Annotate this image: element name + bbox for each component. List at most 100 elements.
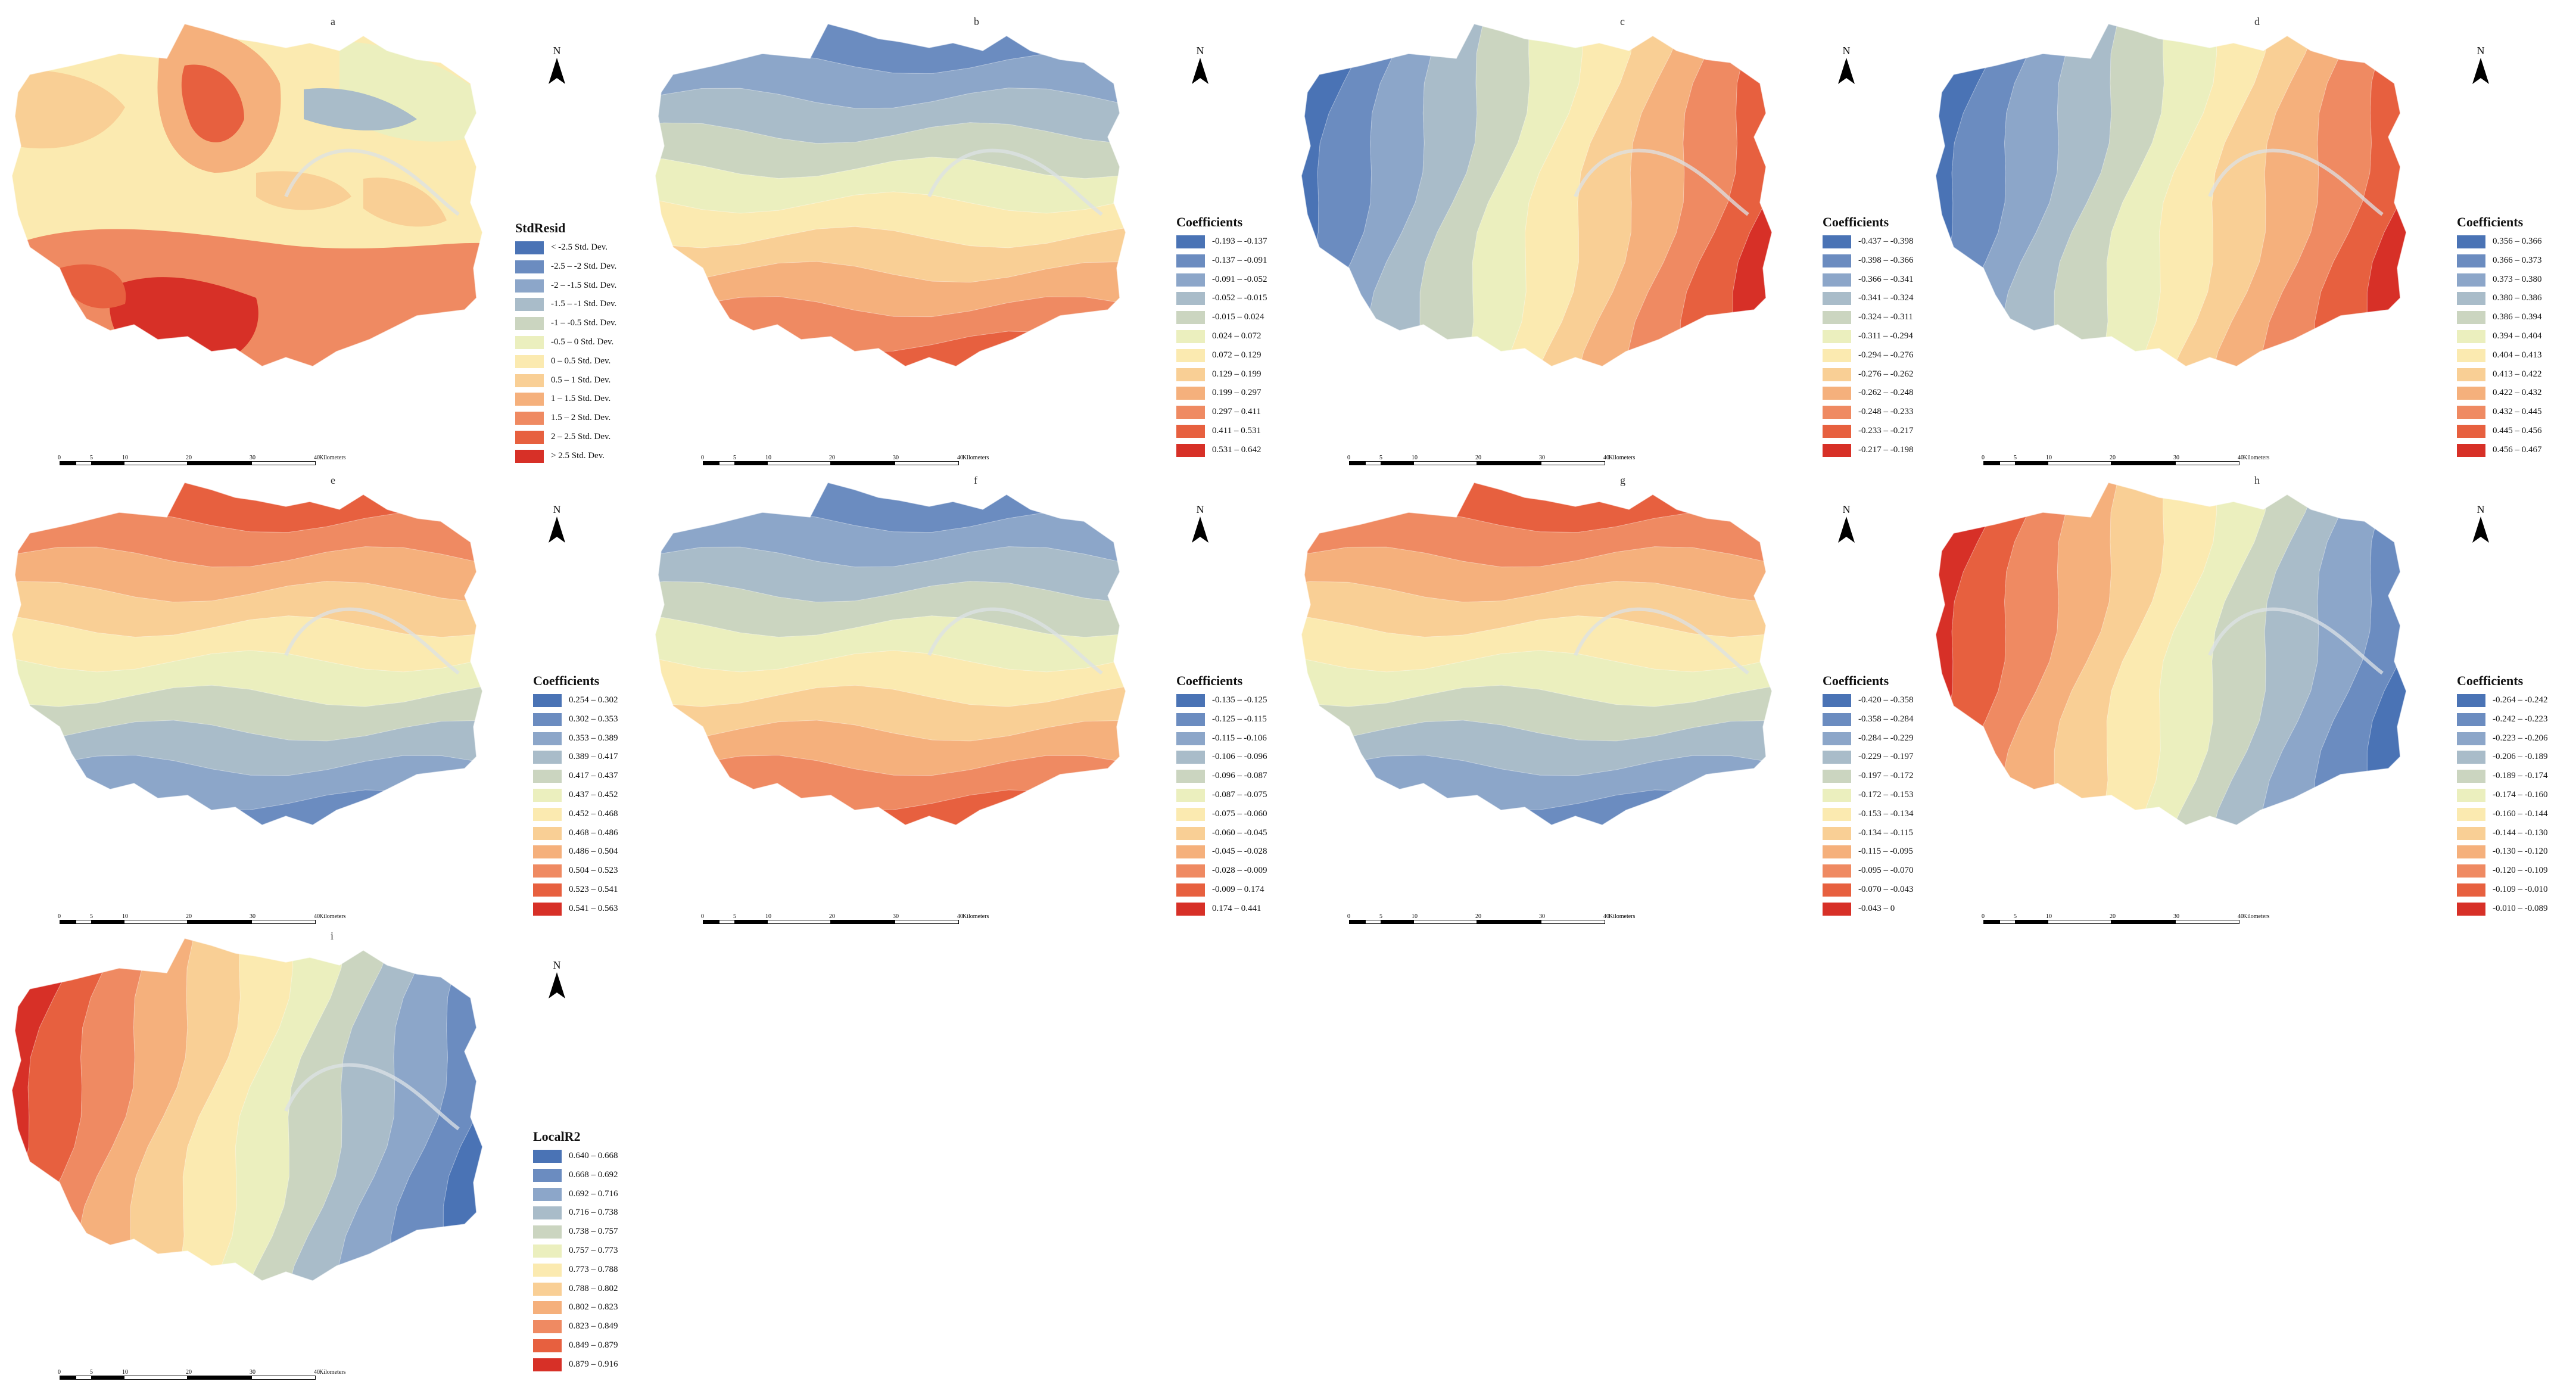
legend-class-label: -0.242 – -0.223 bbox=[2493, 714, 2548, 724]
legend-row: 0.353 – 0.389 bbox=[533, 730, 618, 749]
region-outline bbox=[1301, 482, 1773, 826]
legend-class-label: 0.716 – 0.738 bbox=[569, 1208, 618, 1218]
scale-segment bbox=[60, 461, 76, 465]
legend-row: -2.5 – -2 Std. Dev. bbox=[515, 259, 616, 278]
legend-swatch bbox=[533, 1225, 562, 1239]
legend-swatch bbox=[1176, 387, 1205, 400]
scale-segment bbox=[831, 461, 895, 465]
scale-tick-label: 0 bbox=[1982, 913, 1985, 920]
scale-segment bbox=[1477, 461, 1541, 465]
legend-class-label: -0.135 – -0.125 bbox=[1212, 695, 1267, 705]
legend-class-label: 0.394 – 0.404 bbox=[2493, 331, 2542, 341]
legend-row: -0.120 – -0.109 bbox=[2457, 863, 2548, 882]
legend-row: 0.5 – 1 Std. Dev. bbox=[515, 372, 610, 391]
legend-class-label: -0.096 – -0.087 bbox=[1212, 771, 1267, 781]
scale-segment bbox=[2016, 920, 2048, 924]
legend-class-label: -2.5 – -2 Std. Dev. bbox=[551, 261, 617, 271]
legend-class-label: 0.849 – 0.879 bbox=[569, 1340, 618, 1350]
scale-segment bbox=[2048, 920, 2111, 924]
legend-row: 0.452 – 0.468 bbox=[533, 806, 618, 825]
legend-title: Coefficients bbox=[1176, 214, 1243, 229]
scale-tick-label: 20 bbox=[829, 455, 835, 461]
legend-row: -0.095 – -0.070 bbox=[1823, 863, 1914, 882]
legend-swatch bbox=[1176, 807, 1205, 821]
map-zone bbox=[655, 365, 1126, 366]
panel-i: i N LocalR2 0.640 – 0.668 0.668 – 0.692 0.692… bbox=[6, 930, 649, 1397]
legend-swatch bbox=[533, 1263, 562, 1277]
legend-row: -0.264 – -0.242 bbox=[2457, 692, 2548, 711]
legend-class-label: 0.199 – 0.297 bbox=[1212, 388, 1261, 398]
panel-h: h N Coefficients -0.264 – -0.242 -0.242 – -0… bbox=[1930, 474, 2573, 941]
legend-class-label: -0.324 – -0.311 bbox=[1858, 312, 1913, 322]
legend-row: 2 – 2.5 Std. Dev. bbox=[515, 429, 610, 448]
scale-tick-label: 30 bbox=[250, 455, 256, 461]
scale-tick-label: 5 bbox=[2014, 455, 2017, 461]
legend-row: 1.5 – 2 Std. Dev. bbox=[515, 410, 610, 429]
legend-swatch bbox=[533, 864, 562, 878]
scale-tick-label: 30 bbox=[1539, 455, 1545, 461]
legend-swatch bbox=[1823, 368, 1851, 381]
map-zone bbox=[1301, 824, 1772, 825]
map-zone bbox=[60, 264, 126, 309]
legend-row: 0.297 – 0.411 bbox=[1176, 404, 1261, 423]
legend-class-label: -0.311 – -0.294 bbox=[1858, 331, 1913, 341]
legend-class-label: 0.468 – 0.486 bbox=[569, 827, 618, 838]
legend-row: 0.417 – 0.437 bbox=[533, 768, 618, 787]
map-zone bbox=[1721, 24, 1772, 366]
legend-swatch bbox=[533, 1150, 562, 1163]
legend-swatch bbox=[533, 712, 562, 726]
river-line bbox=[2208, 607, 2384, 675]
north-label: N bbox=[1842, 45, 1851, 57]
legend-class-label: 0.879 – 0.916 bbox=[569, 1359, 618, 1369]
scale-segment bbox=[2175, 461, 2239, 465]
legend-class-label: 0.417 – 0.437 bbox=[569, 771, 618, 781]
legend-row: -0.045 – -0.028 bbox=[1176, 844, 1267, 863]
legend-class-label: 0.757 – 0.773 bbox=[569, 1245, 618, 1255]
legend-class-label: 0.386 – 0.394 bbox=[2493, 312, 2542, 322]
legend-swatch bbox=[533, 1339, 562, 1352]
scale-tick-label: 10 bbox=[1412, 455, 1418, 461]
legend-row: 0.199 – 0.297 bbox=[1176, 385, 1261, 404]
legend-swatch bbox=[1823, 732, 1851, 745]
legend-class-label: -0.060 – -0.045 bbox=[1212, 827, 1267, 838]
scale-tick-label: 5 bbox=[1379, 913, 1382, 920]
north-arrow-icon bbox=[1192, 517, 1208, 543]
legend-swatch bbox=[2457, 254, 2485, 267]
legend-class-label: -0.172 – -0.153 bbox=[1858, 789, 1914, 799]
legend-class-label: -0.075 – -0.060 bbox=[1212, 808, 1267, 819]
legend-class-label: 0.024 – 0.072 bbox=[1212, 331, 1261, 341]
legend-row: -0.060 – -0.045 bbox=[1176, 825, 1267, 844]
map-legend: Coefficients 0.356 – 0.366 0.366 – 0.373 0.… bbox=[2457, 214, 2542, 461]
legend-swatch bbox=[533, 1358, 562, 1371]
legend-swatch bbox=[1176, 254, 1205, 267]
legend-class-label: -0.341 – -0.324 bbox=[1858, 293, 1914, 303]
scale-unit-label: Kilometers bbox=[2243, 455, 2270, 461]
legend-swatch bbox=[1823, 292, 1851, 306]
legend-class-label: -0.125 – -0.115 bbox=[1212, 714, 1267, 724]
legend-row: -0.276 – -0.262 bbox=[1823, 366, 1914, 385]
scale-unit-label: Kilometers bbox=[2243, 913, 2270, 920]
legend-class-label: -0.052 – -0.015 bbox=[1212, 293, 1267, 303]
legend-swatch bbox=[515, 449, 544, 463]
legend-class-label: -0.015 – 0.024 bbox=[1212, 312, 1264, 322]
legend-swatch bbox=[2457, 387, 2485, 400]
legend-swatch bbox=[2457, 349, 2485, 362]
legend-row: 0.541 – 0.563 bbox=[533, 901, 618, 920]
scale-tick-label: 5 bbox=[90, 455, 93, 461]
legend-row: 0.738 – 0.757 bbox=[533, 1224, 618, 1243]
legend-swatch bbox=[1176, 751, 1205, 764]
scale-tick-label: 0 bbox=[58, 913, 61, 920]
scale-tick-label: 5 bbox=[733, 455, 736, 461]
legend-class-label: 0.353 – 0.389 bbox=[569, 733, 618, 743]
legend-class-label: 0.129 – 0.199 bbox=[1212, 369, 1261, 379]
legend-swatch bbox=[2457, 443, 2485, 457]
legend-class-label: 0.531 – 0.642 bbox=[1212, 444, 1261, 455]
scale-tick-label: 30 bbox=[1539, 913, 1545, 920]
map-zone bbox=[655, 824, 1126, 825]
legend-row: 0.773 – 0.788 bbox=[533, 1262, 618, 1281]
legend-class-label: 1.5 – 2 Std. Dev. bbox=[551, 413, 611, 423]
legend-row: 0.823 – 0.849 bbox=[533, 1318, 618, 1337]
legend-row: -0.197 – -0.172 bbox=[1823, 768, 1914, 787]
legend-row: -0.115 – -0.106 bbox=[1176, 730, 1267, 749]
scale-segment bbox=[1365, 461, 1381, 465]
